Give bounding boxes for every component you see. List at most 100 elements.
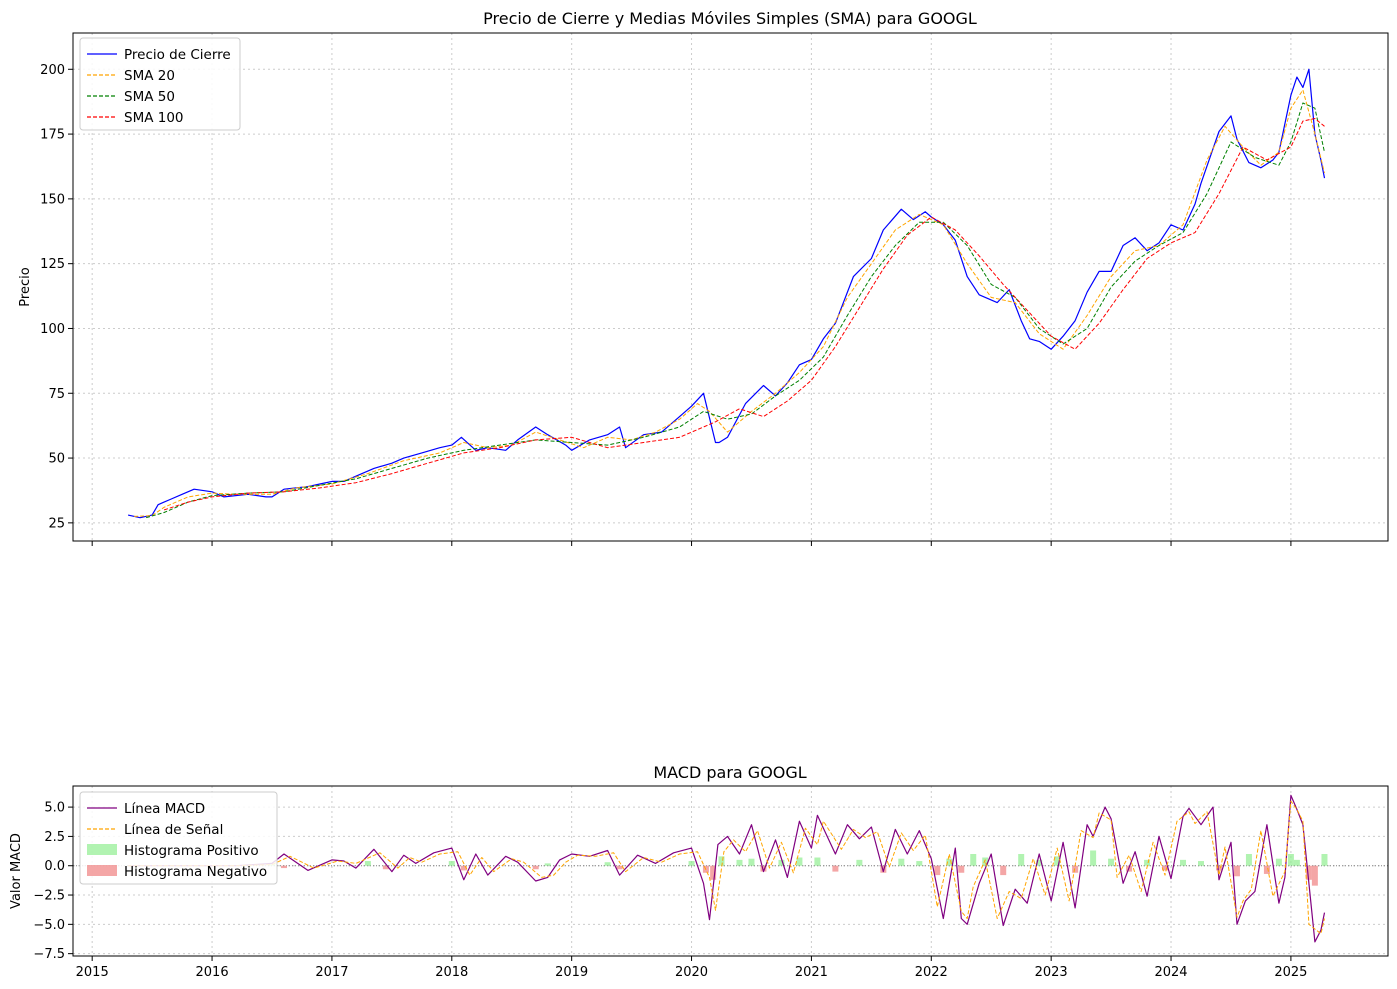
price-sma-chart: Precio de Cierre y Medias Móviles Simple…	[18, 9, 1389, 546]
price-grid	[73, 33, 1388, 541]
macd-y-axis-label: Valor MACD	[9, 833, 24, 909]
legend-sma100-label: SMA 100	[124, 110, 184, 126]
histogram-negative-bar	[880, 865, 887, 873]
legend-hist-neg-label: Histograma Negativo	[124, 864, 267, 880]
price-x-ticks	[91, 541, 1292, 546]
legend-macd-label: Línea MACD	[124, 801, 205, 817]
y-tick-label: 2.5	[44, 830, 65, 845]
histogram-negative-bar	[460, 865, 467, 871]
histogram-positive-bar	[1108, 858, 1115, 866]
price-axes-frame	[72, 32, 1389, 542]
histogram-positive-bar	[604, 862, 611, 866]
sma20-line	[134, 89, 1325, 517]
histogram-positive-bar	[736, 859, 743, 866]
close-price-line	[127, 68, 1326, 519]
x-tick-label: 2025	[1274, 965, 1307, 980]
y-tick-label: 200	[40, 63, 65, 78]
legend-signal-label: Línea de Señal	[124, 822, 223, 838]
legend-sma50-label: SMA 50	[124, 89, 175, 105]
y-tick-label: 100	[40, 322, 65, 337]
y-tick-label: −7.5	[33, 947, 65, 962]
price-chart-title: Precio de Cierre y Medias Móviles Simple…	[483, 9, 977, 28]
histogram-negative-bar	[532, 865, 539, 870]
sma100-line	[163, 118, 1325, 511]
histogram-positive-bar	[916, 861, 923, 866]
histogram-negative-bar	[710, 865, 717, 880]
histogram-negative-bar	[934, 865, 941, 876]
histogram-negative-bar	[832, 865, 839, 872]
x-tick-label: 2016	[196, 965, 229, 980]
histogram-positive-bar	[1245, 854, 1252, 866]
histogram-negative-bar	[1162, 865, 1169, 871]
histogram-positive-bar	[1293, 859, 1300, 866]
histogram-negative-bar	[1305, 865, 1312, 880]
histogram-positive-bar	[814, 857, 821, 866]
histogram-positive-bar	[1198, 861, 1204, 866]
sma50-line	[145, 102, 1325, 519]
y-tick-label: 5.0	[44, 801, 65, 816]
histogram-negative-bar	[382, 865, 389, 870]
y-tick-label: 150	[40, 192, 65, 207]
y-tick-label: 175	[40, 128, 65, 143]
histogram-positive-bar	[970, 854, 977, 866]
legend-box	[79, 791, 278, 885]
histogram-positive-bar	[1018, 854, 1025, 866]
histogram-negative-bar	[280, 865, 287, 869]
y-tick-label: 125	[40, 257, 65, 272]
x-tick-label: 2015	[76, 965, 109, 980]
legend-hist-neg-swatch	[87, 865, 117, 876]
x-tick-label: 2019	[555, 965, 588, 980]
histogram-positive-bar	[982, 857, 989, 866]
y-tick-label: −2.5	[33, 889, 65, 904]
histogram-negative-bar	[1000, 865, 1007, 876]
histogram-positive-bar	[748, 858, 755, 866]
histogram-positive-bar	[778, 859, 785, 866]
legend-hist-pos-label: Histograma Positivo	[124, 843, 259, 859]
legend-hist-pos-swatch	[87, 844, 117, 855]
macd-legend: Línea MACD Línea de Señal Histograma Posit…	[79, 791, 278, 885]
histogram-positive-bar	[448, 861, 455, 866]
macd-x-ticks: 2015 2016 2017 2018 2019 2020 2021 2022 2023 2024…	[76, 956, 1307, 980]
macd-plot-area	[128, 794, 1328, 943]
histogram-positive-bar	[1287, 854, 1294, 866]
macd-chart-title: MACD para GOOGL	[653, 763, 806, 782]
x-tick-label: 2024	[1154, 965, 1187, 980]
histogram-positive-bar	[898, 858, 905, 866]
histogram-positive-bar	[856, 859, 863, 866]
legend-close-label: Precio de Cierre	[124, 47, 231, 63]
histogram-positive-bar	[1180, 859, 1187, 866]
histogram-negative-bar	[1072, 865, 1079, 873]
histogram-negative-bar	[616, 865, 623, 870]
macd-y-ticks: −7.5 −5.0 −2.5 0.0 2.5 5.0	[33, 801, 73, 962]
macd-chart: MACD para GOOGL −7.5 −5.0 −2.5 0.0 2.5 5.0 20…	[9, 763, 1389, 980]
histogram-positive-bar	[1036, 859, 1043, 866]
histogram-negative-bar	[1311, 865, 1318, 886]
histogram-positive-bar	[1054, 856, 1061, 866]
y-tick-label: 50	[48, 452, 65, 467]
y-tick-label: 25	[48, 516, 65, 531]
x-tick-label: 2020	[675, 965, 708, 980]
x-tick-label: 2017	[315, 965, 348, 980]
histogram-positive-bar	[1090, 850, 1097, 866]
histogram-negative-bar	[1233, 865, 1240, 877]
histogram-negative-bar	[760, 865, 767, 872]
histogram-positive-bar	[718, 856, 725, 866]
histogram-positive-bar	[1321, 854, 1328, 866]
x-tick-label: 2018	[435, 965, 468, 980]
histogram-positive-bar	[364, 861, 371, 866]
x-tick-label: 2021	[795, 965, 828, 980]
price-plot-area	[127, 68, 1326, 519]
histogram-positive-bar	[946, 858, 953, 866]
histogram-negative-bar	[1263, 865, 1270, 874]
legend-sma20-label: SMA 20	[124, 68, 175, 84]
histogram-positive-bar	[1144, 859, 1151, 866]
y-tick-label: 75	[48, 387, 65, 402]
histogram-positive-bar	[688, 861, 695, 866]
histogram-positive-bar	[796, 857, 803, 866]
legend-box	[79, 37, 241, 131]
price-y-axis-label: Precio	[18, 267, 33, 306]
y-tick-label: −5.0	[33, 918, 65, 933]
histogram-negative-bar	[1215, 865, 1222, 871]
histogram-negative-bar	[958, 865, 965, 873]
